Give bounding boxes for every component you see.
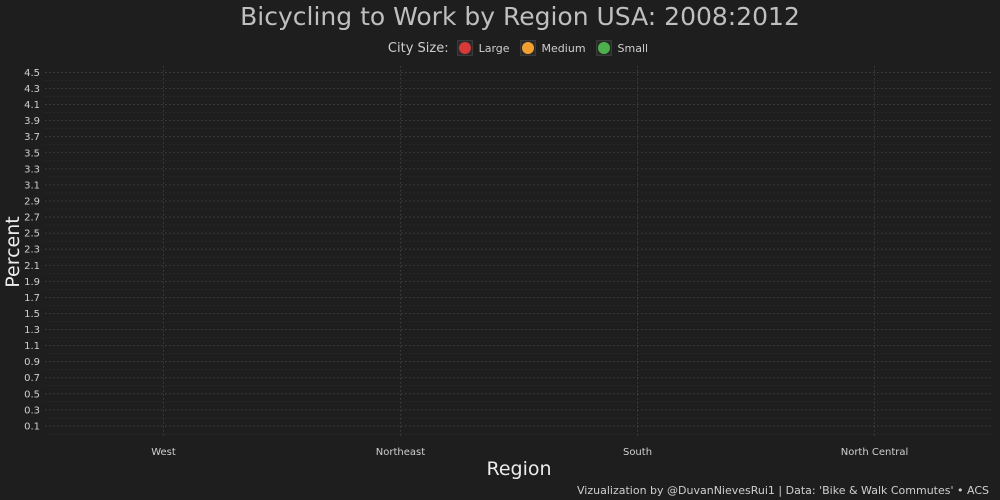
legend-item-small: Small bbox=[595, 40, 649, 56]
legend-dot-large bbox=[458, 42, 471, 54]
legend: City Size: Large Medium Small bbox=[0, 40, 1000, 56]
y-tick-label: 1.3 bbox=[24, 325, 40, 336]
grid-lines bbox=[45, 66, 993, 438]
x-tick-label: North Central bbox=[841, 447, 909, 458]
y-tick-label: 4.3 bbox=[24, 84, 40, 95]
legend-key-small bbox=[595, 40, 612, 56]
y-tick-label: 2.9 bbox=[24, 196, 40, 207]
legend-item-medium: Medium bbox=[519, 40, 586, 56]
legend-dot-medium bbox=[521, 42, 534, 54]
y-axis-ticks: 0.1 0.3 0.5 0.7 0.9 1.1 1.3 1.5 1.7 1.9 2.1 2.3 2.5 2… bbox=[24, 68, 40, 433]
legend-label-large: Large bbox=[478, 41, 510, 55]
x-axis-title: Region bbox=[486, 458, 551, 480]
y-tick-label: 2.1 bbox=[24, 261, 40, 272]
y-tick-label: 3.5 bbox=[24, 148, 40, 159]
y-tick-label: 0.5 bbox=[24, 389, 40, 400]
y-tick-label: 0.3 bbox=[24, 405, 40, 416]
y-tick-label: 1.7 bbox=[24, 293, 40, 304]
y-tick-label: 0.7 bbox=[24, 373, 40, 384]
legend-title: City Size: bbox=[387, 40, 449, 56]
y-tick-label: 0.9 bbox=[24, 357, 40, 368]
y-tick-label: 3.1 bbox=[24, 180, 40, 191]
y-tick-label: 3.7 bbox=[24, 132, 40, 143]
legend-dot-small bbox=[597, 42, 610, 54]
y-tick-label: 0.1 bbox=[24, 421, 40, 432]
x-axis-ticks: West Northeast South North Central bbox=[151, 447, 908, 458]
legend-item-large: Large bbox=[456, 40, 510, 56]
y-tick-label: 2.5 bbox=[24, 229, 40, 240]
legend-label-small: Small bbox=[617, 41, 649, 55]
y-tick-label: 4.1 bbox=[24, 100, 40, 111]
legend-label-medium: Medium bbox=[541, 41, 586, 55]
y-tick-label: 1.1 bbox=[24, 341, 40, 352]
x-tick-label: Northeast bbox=[376, 447, 425, 458]
legend-key-medium bbox=[519, 40, 536, 56]
y-tick-label: 4.5 bbox=[24, 68, 40, 79]
x-tick-label: West bbox=[151, 447, 176, 458]
y-tick-label: 2.3 bbox=[24, 245, 40, 256]
legend-key-large bbox=[456, 40, 473, 56]
y-tick-label: 1.9 bbox=[24, 277, 40, 288]
y-axis-title: Percent bbox=[2, 216, 24, 288]
y-tick-label: 3.9 bbox=[24, 116, 40, 127]
x-tick-label: South bbox=[623, 447, 652, 458]
y-tick-label: 1.5 bbox=[24, 309, 40, 320]
y-tick-label: 3.3 bbox=[24, 164, 40, 175]
caption: Vizualization by @DuvanNievesRui1 | Data… bbox=[577, 484, 989, 497]
chart-title: Bicycling to Work by Region USA: 2008:20… bbox=[240, 2, 800, 31]
y-tick-label: 2.7 bbox=[24, 213, 40, 224]
